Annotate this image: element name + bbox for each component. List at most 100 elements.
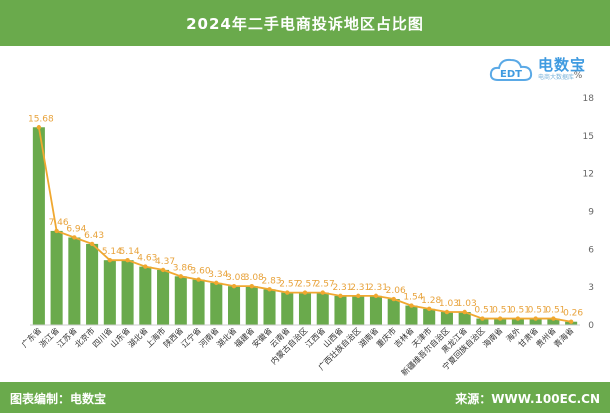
data-label: 1.03 <box>439 299 459 309</box>
trend-point <box>54 228 59 234</box>
data-label: 2.57 <box>297 280 317 290</box>
y-axis-unit: % <box>574 71 583 81</box>
bar <box>139 266 152 325</box>
data-label: 5.14 <box>120 247 140 257</box>
data-label: 7.46 <box>49 218 69 228</box>
trend-point <box>36 125 42 130</box>
bar <box>50 230 63 325</box>
data-label: 15.68 <box>28 114 54 124</box>
trend-point <box>391 296 396 302</box>
trend-point <box>107 257 113 263</box>
bar <box>316 292 329 325</box>
trend-point <box>249 283 254 289</box>
data-label: 3.08 <box>226 273 246 283</box>
trend-point <box>72 235 77 240</box>
logo-brand: 电数宝 <box>538 56 587 74</box>
bar <box>458 312 471 325</box>
bar <box>547 318 560 325</box>
bar <box>32 127 45 325</box>
trend-point <box>551 316 556 321</box>
data-label: 2.57 <box>315 280 335 290</box>
logo-mark: EDT <box>500 69 522 80</box>
data-label: 2.83 <box>261 276 281 286</box>
bar-series <box>32 127 578 325</box>
logo: EDT 电数宝 电商大数据库 <box>488 52 604 86</box>
y-tick-label: 18 <box>583 94 595 104</box>
y-axis: 0 3 6 9 12 15 18 <box>583 94 595 331</box>
data-labels: 15.687.466.946.435.145.144.634.373.863.6… <box>28 114 583 318</box>
data-label: 0.51 <box>545 306 565 316</box>
data-label: 3.60 <box>191 267 211 277</box>
bar <box>263 289 276 325</box>
data-label: 6.94 <box>66 224 86 234</box>
data-label: 2.31 <box>368 283 388 293</box>
data-label: 1.03 <box>457 299 477 309</box>
data-label: 0.51 <box>492 306 512 316</box>
data-label: 1.54 <box>403 293 423 303</box>
trend-point <box>462 309 467 315</box>
bar <box>281 292 294 325</box>
data-label: 3.34 <box>208 270 228 280</box>
trend-point <box>533 316 538 321</box>
data-label: 0.26 <box>563 309 583 319</box>
bar <box>529 318 542 325</box>
footer-source: 来源：WWW.100EC.CN <box>455 392 600 406</box>
trend-point <box>426 306 432 312</box>
trend-point <box>568 319 574 324</box>
bar <box>405 305 418 325</box>
trend-point <box>302 290 308 295</box>
bar <box>157 269 170 325</box>
data-label: 2.31 <box>332 283 352 293</box>
bar <box>210 282 223 325</box>
cloud-logo-icon: EDT <box>489 58 533 81</box>
bar <box>476 318 489 325</box>
trend-point <box>125 257 130 263</box>
chart-title: 2024年二手电商投诉地区占比图 <box>0 0 610 46</box>
x-axis-categories: 广东省浙江省江苏省北京市四川省山东省湖北省上海市陕西省辽宁省河南省湖北省福建省安… <box>19 325 575 377</box>
bar <box>174 276 187 325</box>
trend-point <box>267 287 272 292</box>
trend-point <box>143 264 148 269</box>
trend-point <box>196 277 201 282</box>
data-label: 1.28 <box>421 296 441 306</box>
bar <box>298 292 312 325</box>
data-label: 3.08 <box>244 273 264 283</box>
trend-point <box>409 303 414 308</box>
data-label: 3.86 <box>173 263 193 273</box>
trend-point <box>178 274 184 279</box>
bar <box>423 308 436 325</box>
footer-credit: 图表编制：电数宝 <box>10 392 107 406</box>
bar <box>387 299 400 325</box>
footer: 图表编制：电数宝 来源：WWW.100EC.CN <box>0 382 610 413</box>
data-label: 4.63 <box>137 254 157 264</box>
bar <box>494 318 507 325</box>
trend-point <box>320 290 325 295</box>
data-label: 0.51 <box>528 306 548 316</box>
logo-subtitle: 电商大数据库 <box>538 74 575 81</box>
bar <box>440 312 453 325</box>
bar <box>334 295 347 325</box>
trend-line-series <box>36 125 574 324</box>
trend-point <box>444 309 450 315</box>
bar <box>121 260 134 325</box>
trend-point <box>497 316 503 321</box>
data-label: 0.51 <box>510 306 530 316</box>
bar <box>511 318 524 325</box>
bar <box>86 243 99 325</box>
bar <box>369 295 382 325</box>
y-tick-label: 6 <box>588 245 594 255</box>
bar <box>245 286 258 325</box>
data-label: 6.43 <box>84 231 104 241</box>
trend-point <box>356 293 361 299</box>
trend-point <box>480 316 485 321</box>
trend-point <box>515 316 521 321</box>
bar <box>192 279 205 325</box>
trend-point <box>231 283 237 289</box>
category-label: 青海省 <box>552 325 576 349</box>
trend-point <box>160 267 166 273</box>
data-label: 2.31 <box>350 283 370 293</box>
y-tick-label: 3 <box>588 283 594 293</box>
bar <box>228 286 241 325</box>
